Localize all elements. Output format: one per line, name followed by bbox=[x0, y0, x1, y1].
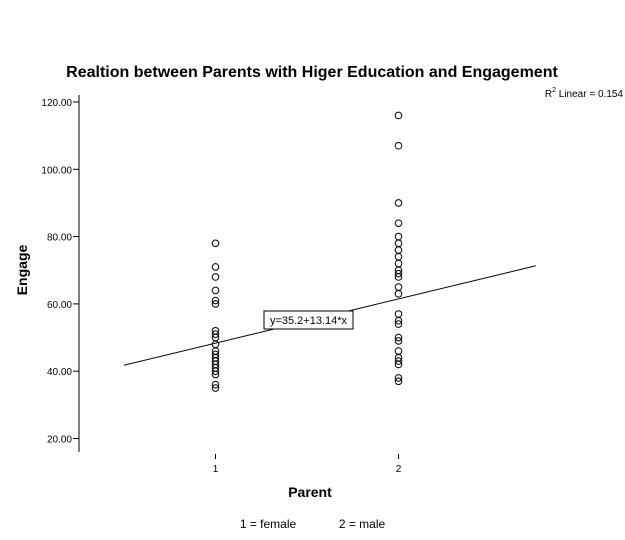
data-point bbox=[394, 310, 403, 318]
data-point bbox=[394, 219, 403, 227]
data-point bbox=[211, 367, 220, 376]
data-point bbox=[211, 296, 220, 305]
r2-superscript: 2 bbox=[552, 87, 556, 94]
chart-title: Realtion between Parents with Higer Educ… bbox=[66, 64, 558, 81]
data-point bbox=[394, 360, 403, 369]
data-point bbox=[394, 374, 403, 382]
data-point bbox=[211, 273, 220, 281]
data-point bbox=[394, 357, 403, 365]
data-point bbox=[394, 246, 403, 254]
y-tick-label: 60.00 bbox=[47, 300, 72, 311]
data-point bbox=[394, 199, 403, 207]
y-axis-ticks: 20.00 40.00 60.00 80.00 100.00 120.00 bbox=[41, 98, 79, 446]
r2-annotation: R2 Linear = 0.154 bbox=[545, 87, 624, 100]
x-tick-label: 2 bbox=[396, 464, 402, 475]
data-point bbox=[394, 347, 403, 355]
y-tick-label: 20.00 bbox=[47, 435, 72, 446]
data-point bbox=[394, 290, 403, 298]
y-axis-label: Engage bbox=[14, 245, 30, 296]
data-point bbox=[211, 380, 220, 389]
data-point bbox=[394, 269, 403, 278]
data-point bbox=[211, 370, 220, 379]
data-point bbox=[394, 252, 403, 261]
data-point bbox=[394, 333, 403, 342]
data-point bbox=[394, 337, 403, 345]
equation-label: y=35.2+13.14*x bbox=[263, 310, 354, 330]
equation-box bbox=[263, 310, 354, 330]
data-point bbox=[394, 273, 403, 281]
data-point bbox=[394, 111, 403, 120]
equation-text: y=35.2+13.14*x bbox=[270, 315, 348, 327]
data-point bbox=[394, 283, 403, 291]
y-tick-label: 80.00 bbox=[47, 233, 72, 244]
r2-prefix: R bbox=[545, 89, 552, 100]
x-tick-label: 1 bbox=[213, 464, 219, 475]
y-tick-label: 40.00 bbox=[47, 367, 72, 378]
data-point bbox=[394, 141, 403, 150]
data-point bbox=[211, 263, 220, 271]
y-tick-label: 100.00 bbox=[41, 165, 72, 176]
data-point bbox=[211, 340, 220, 349]
footnote-female: 1 = female bbox=[240, 517, 297, 531]
data-point bbox=[211, 384, 220, 392]
data-point bbox=[394, 239, 403, 248]
data-point bbox=[211, 286, 220, 295]
data-point bbox=[211, 330, 220, 338]
data-point bbox=[394, 259, 403, 268]
data-point bbox=[394, 316, 403, 325]
data-point bbox=[211, 239, 220, 248]
x-axis-label: Parent bbox=[288, 484, 332, 500]
footnote-male: 2 = male bbox=[339, 517, 386, 531]
y-tick-label: 120.00 bbox=[41, 98, 72, 109]
data-points bbox=[211, 111, 403, 392]
data-point bbox=[394, 377, 403, 386]
data-point bbox=[394, 320, 403, 328]
data-point bbox=[394, 232, 403, 241]
r2-value: Linear = 0.154 bbox=[556, 89, 623, 100]
data-point bbox=[211, 300, 220, 308]
